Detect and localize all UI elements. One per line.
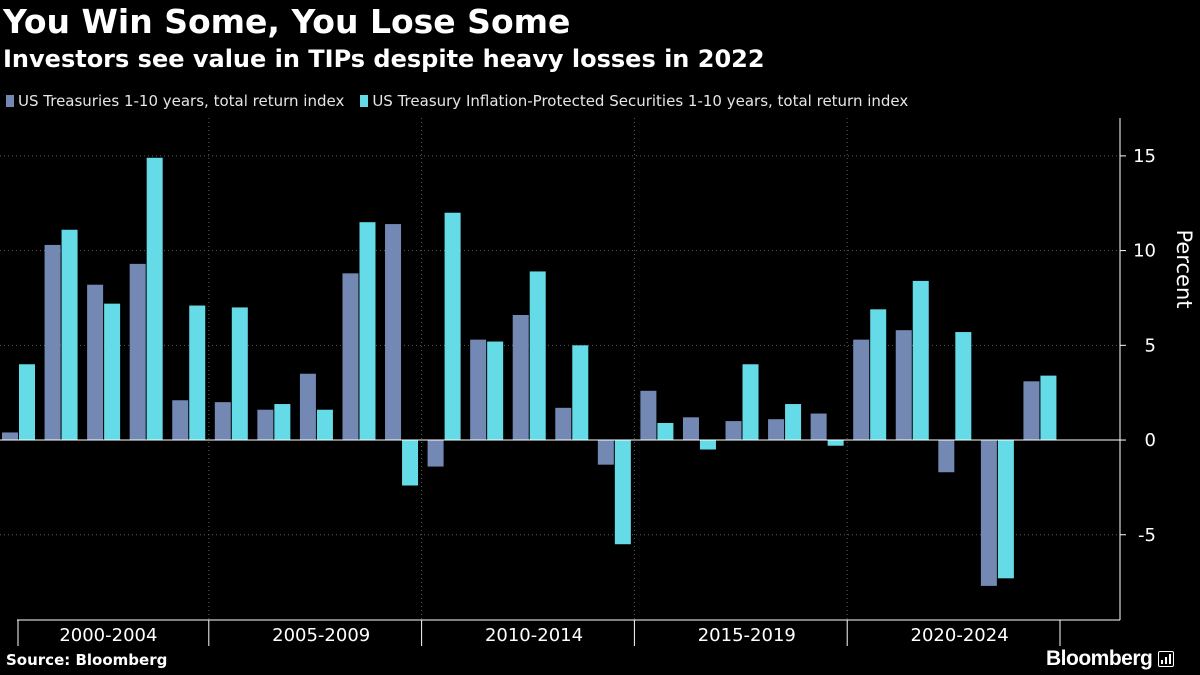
bar-treasuries — [640, 390, 657, 441]
bar-treasuries — [129, 263, 146, 441]
bar-tips — [742, 364, 759, 441]
axes: -5 0 5 10 15 2000-2004 2005-2009 2010-2014 2015-… — [0, 118, 1156, 646]
bar-tips — [444, 212, 461, 441]
bar-treasuries — [938, 440, 955, 473]
brand-logo: Bloomberg — [1046, 647, 1175, 671]
bar-treasuries — [512, 315, 529, 441]
chart-title: You Win Some, You Lose Some — [3, 2, 571, 41]
bar-treasuries — [299, 373, 316, 441]
bar-treasuries — [427, 440, 444, 467]
x-group-label: 2000-2004 — [59, 625, 157, 646]
bar-treasuries — [342, 273, 359, 441]
x-group-label: 2005-2009 — [272, 625, 370, 646]
bar-tips — [231, 307, 248, 441]
y-tick-label: -5 — [1138, 525, 1156, 546]
bar-tips — [359, 222, 376, 441]
bar-treasuries — [853, 339, 870, 441]
y-tick-label: 0 — [1145, 430, 1156, 451]
bar-tips — [61, 229, 78, 441]
bar-tips — [657, 422, 674, 441]
legend-label-treasuries: US Treasuries 1-10 years, total return i… — [18, 92, 345, 110]
bar-tips — [19, 364, 35, 441]
bar-treasuries — [214, 402, 231, 441]
bar-treasuries — [895, 330, 912, 441]
bar-tips — [529, 271, 546, 441]
legend-item-treasuries: US Treasuries 1-10 years, total return i… — [6, 92, 344, 110]
bar-treasuries — [980, 440, 997, 586]
legend-item-tips: US Treasury Inflation-Protected Securiti… — [360, 92, 908, 110]
chart-legend: US Treasuries 1-10 years, total return i… — [6, 92, 924, 110]
bar-treasuries — [810, 413, 827, 441]
source-note: Source: Bloomberg — [6, 651, 168, 669]
bar-treasuries — [597, 440, 614, 465]
bar-treasuries — [172, 400, 189, 441]
bar-treasuries — [555, 407, 572, 441]
bar-treasuries — [725, 421, 742, 441]
bar-treasuries — [2, 432, 18, 441]
bar-tips — [785, 404, 802, 441]
bar-treasuries — [44, 244, 61, 441]
bar-tips — [699, 440, 716, 450]
legend-swatch-tips — [360, 95, 369, 107]
bar-tips — [146, 157, 163, 441]
grid-lines — [0, 118, 1120, 620]
bar-treasuries — [768, 419, 785, 441]
y-tick-label: 5 — [1145, 335, 1156, 356]
bar-tips — [827, 440, 844, 446]
bar-tips — [997, 440, 1014, 579]
x-group-label: 2020-2024 — [911, 625, 1009, 646]
legend-label-tips: US Treasury Inflation-Protected Securiti… — [372, 92, 909, 110]
x-group-label: 2010-2014 — [485, 625, 583, 646]
bar-treasuries — [470, 339, 487, 441]
bar-treasuries — [682, 417, 699, 441]
bar-treasuries — [257, 409, 274, 441]
x-group-label: 2015-2019 — [698, 625, 796, 646]
legend-swatch-treasuries — [6, 95, 14, 107]
bar-treasuries — [385, 224, 402, 441]
brand-name: Bloomberg — [1046, 647, 1153, 670]
bar-tips — [402, 440, 419, 486]
y-tick-label: 15 — [1133, 146, 1156, 167]
bar-treasuries — [87, 284, 104, 441]
bar-tips — [912, 280, 929, 441]
bar-tips — [870, 309, 887, 441]
y-axis-label: Percent — [1172, 229, 1196, 308]
bar-tips — [572, 345, 589, 441]
bar-tips — [614, 440, 631, 545]
bar-tips — [189, 305, 206, 441]
bar-tips — [955, 332, 972, 441]
bar-treasuries — [1023, 381, 1040, 441]
bar-tips — [1040, 375, 1057, 441]
bar-tips — [487, 341, 504, 441]
chart-subtitle: Investors see value in TIPs despite heav… — [3, 45, 765, 73]
bar-tips — [274, 404, 291, 441]
bar-tips — [104, 303, 121, 441]
y-tick-label: 10 — [1133, 241, 1156, 262]
bars — [2, 157, 1057, 586]
bar-tips — [316, 409, 333, 441]
bar-chart-icon — [1158, 651, 1175, 667]
